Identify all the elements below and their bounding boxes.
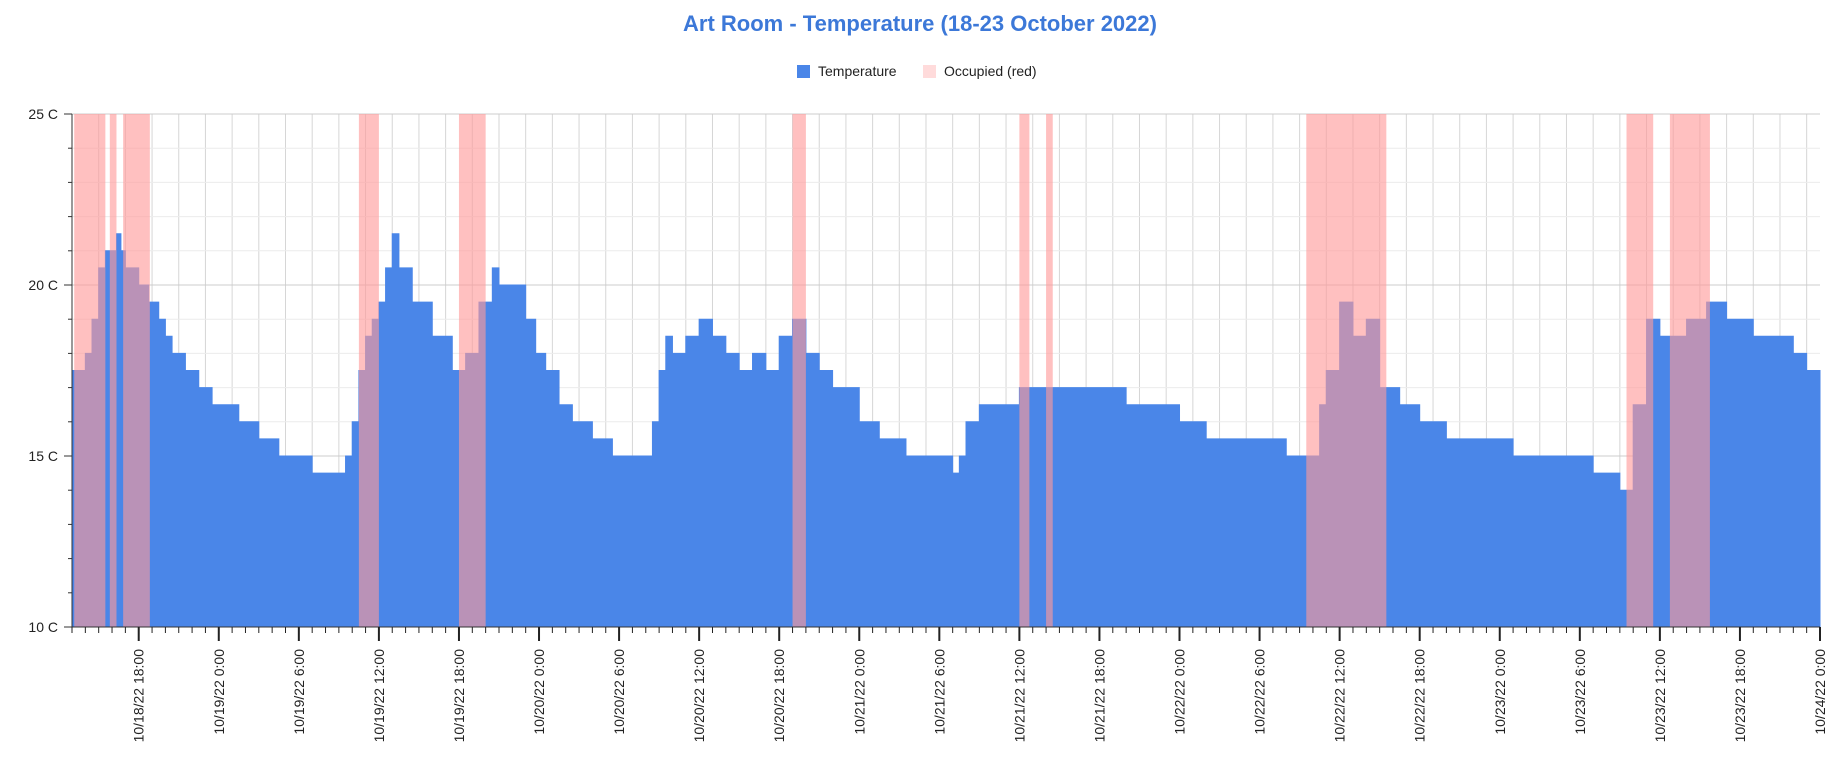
y-tick-label: 25 C: [28, 106, 58, 122]
x-tick-label: 10/23/22 0:00: [1492, 649, 1508, 735]
x-tick-label: 10/21/22 0:00: [851, 649, 867, 735]
occupied-bands: [74, 114, 1710, 627]
occupied-band: [74, 114, 106, 627]
legend-label-occupied: Occupied (red): [944, 63, 1037, 79]
x-tick-label: 10/24/22 0:00: [1812, 649, 1828, 735]
x-tick-label: 10/23/22 6:00: [1572, 649, 1588, 735]
legend-swatch-occupied: [923, 65, 936, 78]
x-tick-label: 10/22/22 18:00: [1412, 649, 1428, 743]
x-tick-label: 10/19/22 0:00: [211, 649, 227, 735]
legend-label-temperature: Temperature: [818, 63, 897, 79]
x-tick-label: 10/21/22 18:00: [1091, 649, 1107, 743]
axes: [64, 113, 1821, 641]
x-tick-label: 10/21/22 12:00: [1011, 649, 1027, 743]
x-tick-label: 10/20/22 12:00: [691, 649, 707, 743]
y-tick-label: 10 C: [28, 619, 58, 635]
temperature-series-area: [71, 233, 1821, 628]
x-tick-label: 10/22/22 0:00: [1172, 649, 1188, 735]
x-tick-label: 10/19/22 6:00: [291, 649, 307, 735]
x-tick-label: 10/23/22 12:00: [1652, 649, 1668, 743]
x-tick-label: 10/20/22 6:00: [611, 649, 627, 735]
chart-title: Art Room - Temperature (18-23 October 20…: [683, 11, 1157, 36]
occupied-band: [123, 114, 150, 627]
occupied-band: [1046, 114, 1053, 627]
y-tick-labels: 10 C 15 C 20 C 25 C: [28, 106, 58, 635]
x-tick-label: 10/18/22 18:00: [131, 649, 147, 743]
x-tick-label: 10/19/22 12:00: [371, 649, 387, 743]
occupied-band: [792, 114, 806, 627]
occupied-band: [109, 114, 117, 627]
temperature-area: [71, 233, 1821, 628]
x-tick-label: 10/20/22 18:00: [771, 649, 787, 743]
legend-swatch-temperature: [797, 65, 810, 78]
occupied-band: [1669, 114, 1710, 627]
occupied-band: [1626, 114, 1654, 627]
occupied-band: [1019, 114, 1030, 627]
x-tick-label: 10/21/22 6:00: [931, 649, 947, 735]
occupied-band: [358, 114, 379, 627]
y-tick-label: 20 C: [28, 277, 58, 293]
x-tick-labels: 10/18/22 18:00 10/19/22 0:00 10/19/22 6:00…: [131, 649, 1828, 743]
occupied-band: [1306, 114, 1387, 627]
x-tick-label: 10/22/22 6:00: [1252, 649, 1268, 735]
legend: Temperature Occupied (red): [797, 63, 1037, 79]
occupied-band: [458, 114, 486, 627]
x-tick-label: 10/20/22 0:00: [531, 649, 547, 735]
x-tick-label: 10/19/22 18:00: [451, 649, 467, 743]
x-tick-label: 10/23/22 18:00: [1732, 649, 1748, 743]
x-tick-label: 10/22/22 12:00: [1332, 649, 1348, 743]
y-tick-label: 15 C: [28, 448, 58, 464]
